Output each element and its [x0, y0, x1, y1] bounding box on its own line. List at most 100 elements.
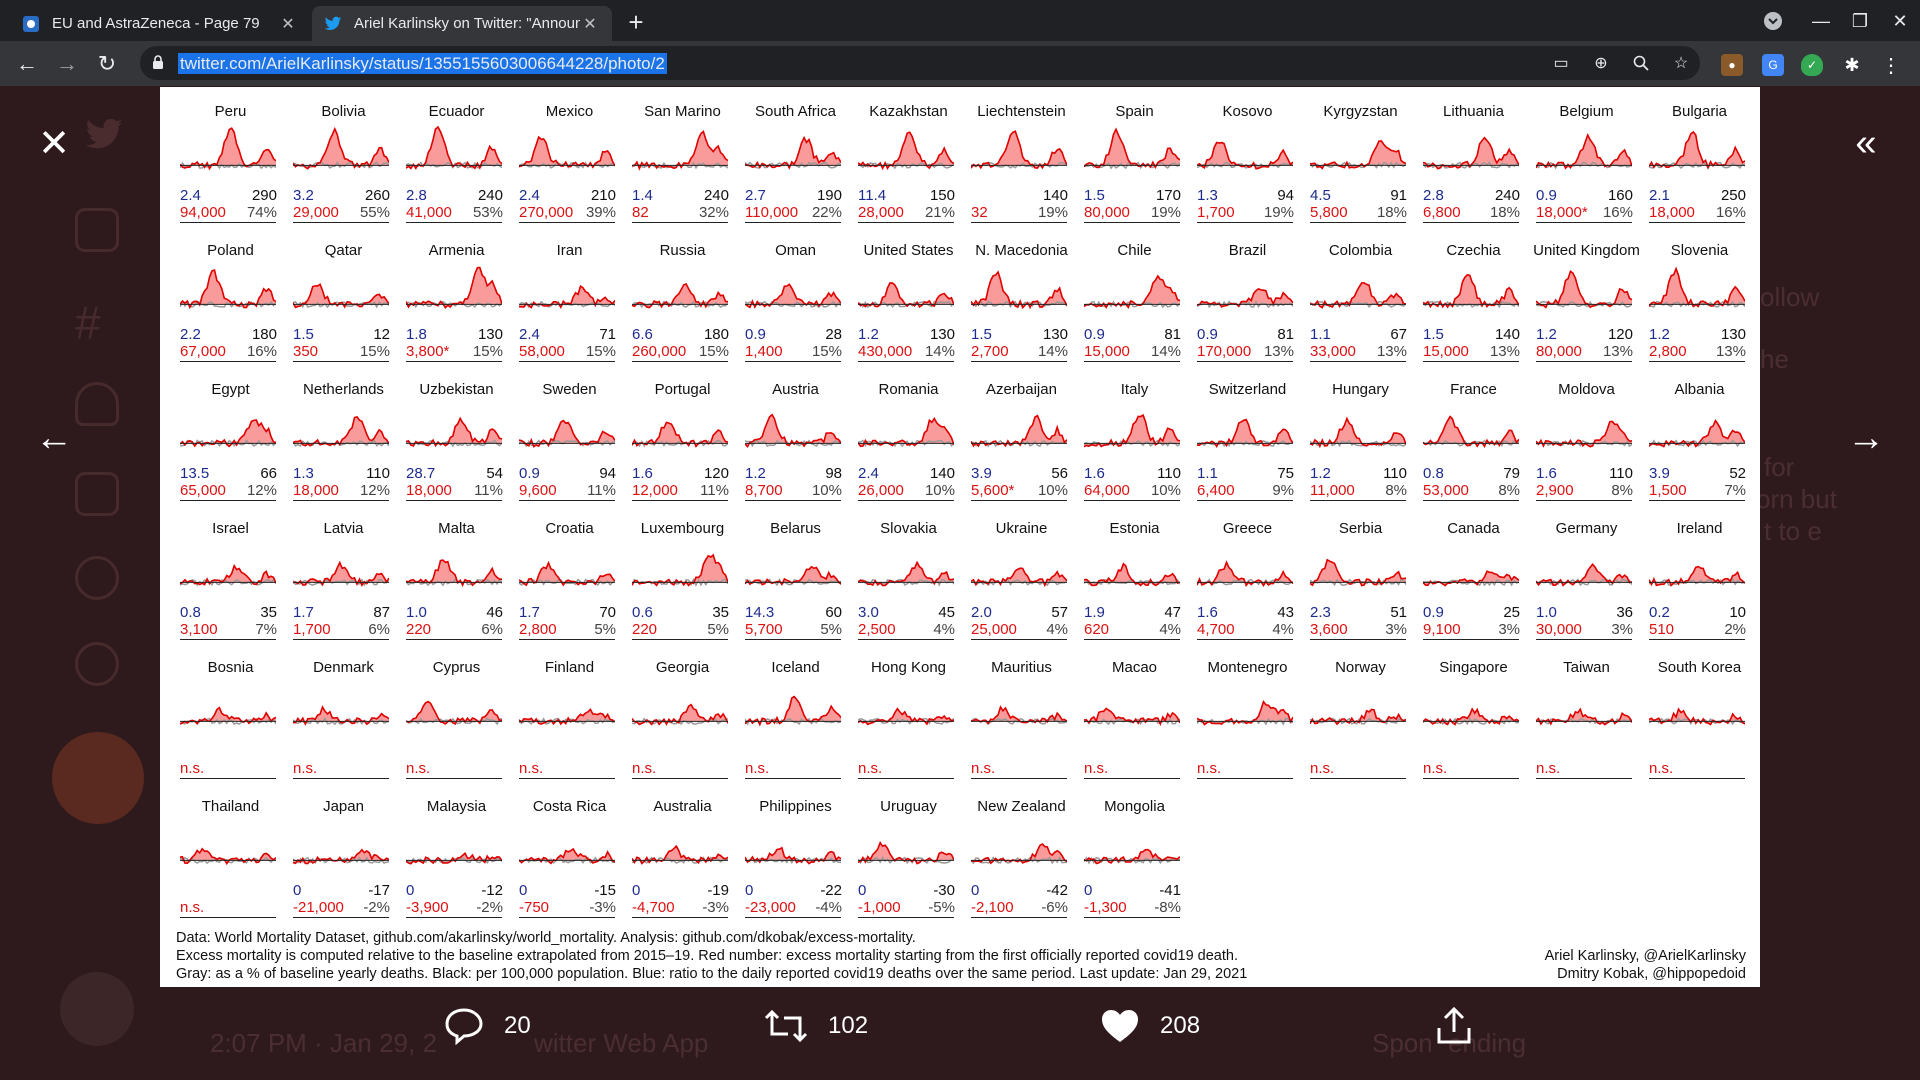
tab-eu-astrazeneca[interactable]: EU and AstraZeneca - Page 79 ✕ — [10, 6, 310, 41]
country-name: Thailand — [201, 798, 260, 815]
bg-trending: Spon — [1372, 1028, 1433, 1058]
mortality-line — [293, 416, 389, 447]
country-panel: Croatia 1.7 70 2,800 5% — [513, 504, 626, 643]
excess-deaths: 82 — [632, 204, 649, 221]
retweet-button[interactable]: 102 — [764, 998, 868, 1054]
tab-twitter-photo[interactable]: Ariel Karlinsky on Twitter: "Announ ✕ — [312, 6, 612, 41]
add-icon[interactable]: ⊕ — [1594, 55, 1608, 72]
like-button[interactable]: 208 — [1100, 998, 1200, 1054]
country-panel: Latvia 1.7 87 1,700 6% — [287, 504, 400, 643]
country-panel: South Africa 2.7 190 110,000 22% — [739, 87, 852, 226]
mortality-line — [858, 131, 954, 171]
excess-per-100k: 56 — [1051, 465, 1068, 482]
previous-photo-icon[interactable]: ← — [35, 416, 73, 459]
restore-icon[interactable]: ❐ — [1851, 10, 1869, 31]
extensions-puzzle-icon[interactable]: ✱ — [1844, 54, 1860, 75]
excess-percent: 11% — [474, 482, 503, 499]
excess-deaths: 65,000 — [180, 482, 226, 499]
excess-deaths: 5,700 — [745, 621, 783, 638]
underline — [1649, 639, 1745, 640]
excess-per-100k: 130 — [929, 326, 955, 343]
country-panel: Mexico 2.4 210 270,000 39% — [513, 87, 626, 226]
forward-icon[interactable]: → — [56, 51, 78, 76]
country-name: Portugal — [654, 381, 711, 398]
reload-icon[interactable]: ↻ — [97, 51, 117, 76]
underline — [745, 639, 841, 640]
country-panel: Sweden 0.9 94 9,600 11% — [513, 365, 626, 504]
back-icon[interactable]: ← — [16, 51, 38, 76]
underline — [1423, 778, 1519, 779]
reply-button[interactable]: 20 — [444, 998, 531, 1054]
mortality-sparkline — [180, 268, 276, 310]
mortality-line — [1310, 140, 1406, 170]
url-text[interactable]: twitter.com/ArielKarlinsky/status/135515… — [178, 53, 667, 74]
mortality-sparkline — [519, 284, 615, 309]
country-panel: Iran 2.4 71 58,000 15% — [513, 226, 626, 365]
excess-area — [1423, 274, 1519, 307]
excess-area — [1310, 141, 1406, 169]
extension-shield-icon[interactable]: ✓ — [1801, 54, 1823, 76]
underline — [293, 639, 389, 640]
excess-deaths: 4,700 — [1197, 621, 1235, 638]
close-window-icon[interactable]: ✕ — [1892, 10, 1908, 31]
underline — [858, 361, 954, 362]
excess-percent: 3% — [1611, 621, 1633, 638]
excess-per-100k: 170 — [1155, 187, 1181, 204]
close-photo-icon[interactable]: ✕ — [38, 122, 70, 165]
underline — [1197, 500, 1293, 501]
country-name: Finland — [544, 659, 595, 676]
heart-icon — [1102, 1010, 1138, 1042]
baseline-line — [1310, 300, 1406, 309]
collapse-panel-icon[interactable]: « — [1855, 121, 1877, 164]
underline — [632, 361, 728, 362]
excess-per-100k: 71 — [599, 326, 616, 343]
profile-menu-icon[interactable] — [1760, 8, 1786, 34]
address-bar[interactable]: twitter.com/ArielKarlinsky/status/135515… — [140, 46, 1700, 80]
country-name: Sweden — [542, 381, 597, 398]
extension-cookie-icon[interactable]: ● — [1721, 54, 1743, 76]
underline — [1423, 639, 1519, 640]
country-name: Costa Rica — [532, 798, 607, 815]
mortality-line — [858, 707, 954, 726]
extension-translate-icon[interactable]: G — [1762, 54, 1784, 76]
country-name: Australia — [653, 798, 712, 815]
minimize-icon[interactable]: — — [1812, 10, 1830, 31]
mortality-sparkline — [293, 416, 389, 448]
country-panel: Slovakia 3.0 45 2,500 4% — [852, 504, 965, 643]
excess-deaths: 350 — [293, 343, 319, 360]
country-name: United States — [863, 242, 954, 259]
mortality-sparkline — [1084, 127, 1180, 170]
mortality-sparkline — [180, 847, 276, 866]
country-panel: Japan 0 -17 -21,000 -2% — [287, 782, 400, 921]
mortality-line — [180, 419, 276, 448]
country-name: Iceland — [771, 659, 820, 676]
cast-icon[interactable]: ▭ — [1553, 55, 1569, 72]
excess-deaths: 94,000 — [180, 204, 226, 221]
excess-deaths: n.s. — [180, 899, 205, 916]
tab-close-icon[interactable]: ✕ — [281, 15, 295, 33]
bg-tweet-time: 2:07 PM · Jan 29, 2 — [210, 1028, 437, 1058]
covid-ratio: 0 — [293, 882, 302, 899]
share-button[interactable] — [1434, 998, 1494, 1054]
country-panel: France 0.8 79 53,000 8% — [1417, 365, 1530, 504]
tweet-photo[interactable]: Peru 2.4 290 94,000 74% Bolivia 3.2 260 29,000 55… — [160, 87, 1760, 987]
bookmark-star-icon[interactable]: ☆ — [1673, 55, 1689, 72]
excess-percent: 16% — [1715, 204, 1746, 221]
mortality-sparkline — [632, 130, 728, 171]
next-photo-icon[interactable]: → — [1847, 416, 1885, 459]
mortality-sparkline — [519, 135, 615, 169]
country-name: Chile — [1117, 242, 1152, 259]
excess-area — [293, 562, 389, 586]
browser-menu-icon[interactable]: ⋮ — [1881, 54, 1901, 77]
country-panel: Philippines 0 -22 -23,000 -4% — [739, 782, 852, 921]
covid-ratio: 2.1 — [1649, 187, 1670, 204]
country-name: Georgia — [655, 659, 710, 676]
covid-ratio: 1.2 — [1649, 326, 1670, 343]
excess-per-100k: -19 — [707, 882, 729, 899]
new-tab-icon[interactable]: + — [628, 6, 644, 37]
country-name: Hungary — [1332, 381, 1389, 398]
excess-area — [1197, 419, 1293, 447]
zoom-icon[interactable] — [1630, 52, 1652, 74]
tab-close-icon[interactable]: ✕ — [583, 15, 597, 33]
excess-percent: -3% — [589, 899, 616, 916]
